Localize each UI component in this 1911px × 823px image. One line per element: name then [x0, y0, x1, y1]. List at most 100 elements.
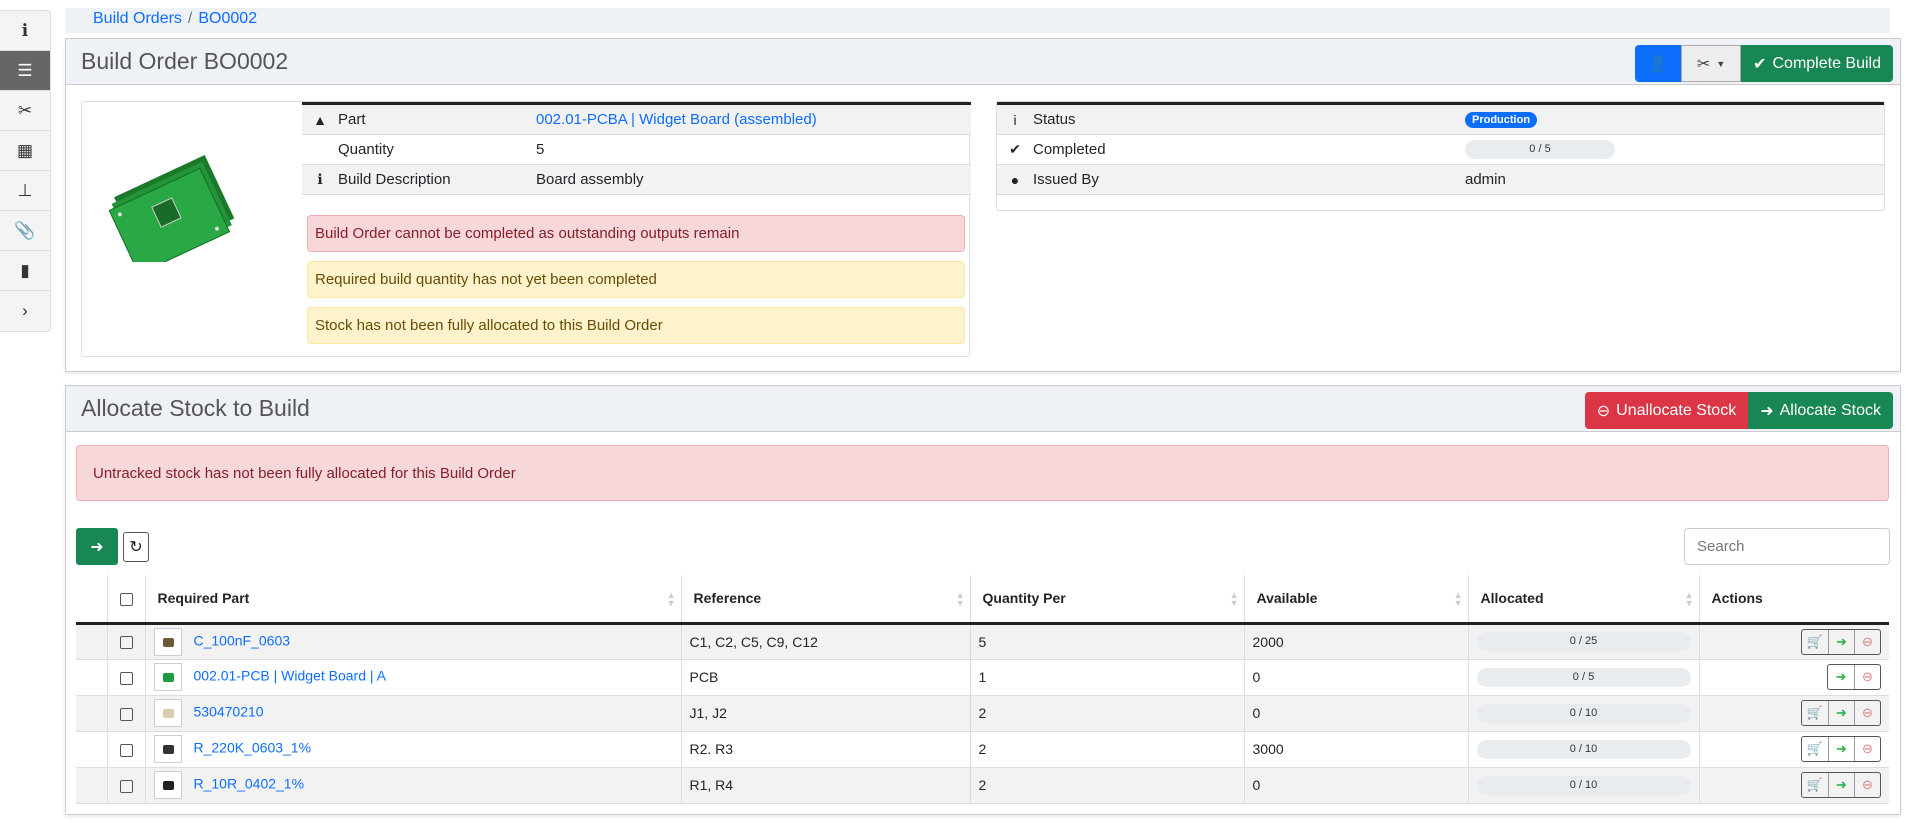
sign-in-icon: ➜	[1760, 402, 1774, 420]
allocate-label: Allocate Stock	[1779, 401, 1881, 419]
part-link[interactable]: 002.01-PCB | Widget Board | A	[193, 667, 387, 684]
column-allocated[interactable]: Allocated ▲ ▼	[1467, 575, 1699, 625]
page-title: Build Order BO0002	[81, 48, 289, 74]
detail-row: ▲ Part 002.01-PCBA | Widget Board (assembl…	[302, 105, 971, 135]
sidebar-item-tools[interactable]: ✂	[0, 91, 50, 131]
part-link[interactable]: 530470210	[193, 703, 264, 720]
allocate-selected-button[interactable]: ➜	[76, 528, 118, 565]
options-dropdown-button[interactable]: ✂ ▼	[1681, 45, 1742, 82]
paperclip-icon: 📎	[14, 220, 36, 240]
search-input[interactable]	[1684, 528, 1890, 565]
list-check-icon: ☰	[17, 60, 33, 80]
refresh-button[interactable]: ↻	[123, 532, 149, 562]
part-image	[104, 152, 249, 275]
part-cell: C_100nF_0603	[144, 623, 681, 660]
expand-cell	[76, 623, 107, 660]
actions-cell: 🛒 ➜ ⊖	[1698, 623, 1889, 660]
detail-row: ℹ Build Description Board assembly	[302, 165, 971, 195]
breadcrumb-build-orders[interactable]: Build Orders	[93, 10, 182, 27]
sort-icon: ▲ ▼	[666, 590, 676, 608]
allocate-row-button[interactable]: ➜	[1828, 701, 1854, 725]
allocate-row-button[interactable]: ➜	[1828, 737, 1854, 761]
allocate-row-button[interactable]: ➜	[1835, 669, 1847, 684]
allocate-stock-button[interactable]: ➜ Allocate Stock	[1748, 392, 1893, 429]
allocate-row-button[interactable]: ➜	[1828, 773, 1854, 797]
actions-cell: 🛒 ➜ ⊖	[1698, 767, 1889, 804]
column-reference[interactable]: Reference ▲ ▼	[680, 575, 970, 625]
issue-user-button[interactable]: 👤	[1635, 45, 1682, 82]
allocate-row-button[interactable]: ➜	[1828, 629, 1854, 654]
part-link[interactable]: 002.01-PCBA | Widget Board (assembled)	[536, 111, 817, 128]
expand-cell	[76, 731, 107, 768]
sidebar: ℹ ☰ ✂ ▦ ⊥ 📎 ▮ ›	[0, 10, 51, 332]
part-link[interactable]: C_100nF_0603	[193, 632, 291, 649]
unallocate-label: Unallocate Stock	[1616, 401, 1737, 419]
order-cart-button[interactable]: 🛒	[1806, 705, 1824, 720]
order-cart-button[interactable]: 🛒	[1806, 741, 1824, 756]
sidebar-item-paperclip[interactable]: 📎	[0, 211, 50, 251]
unallocate-stock-button[interactable]: ⊖ Unallocate Stock	[1584, 392, 1749, 429]
completed-progress: 0 / 5	[1465, 140, 1615, 159]
row-checkbox[interactable]	[119, 636, 133, 650]
column-quantity-per[interactable]: Quantity Per ▲ ▼	[969, 575, 1244, 625]
status-row: i Status Production	[997, 105, 1884, 135]
warning-alert: Stock has not been fully allocated to th…	[307, 307, 965, 344]
column-label: Allocated	[1480, 590, 1544, 607]
row-checkbox[interactable]	[119, 743, 133, 757]
quantity-cell: 1	[969, 659, 1244, 696]
sort-icon: ▲ ▼	[1229, 590, 1239, 608]
order-cart-button[interactable]: 🛒	[1806, 633, 1824, 649]
unallocate-row-button[interactable]: ⊖	[1854, 629, 1880, 654]
sidebar-item-clipboard[interactable]: ▮	[0, 251, 50, 291]
sidebar-item-chevron-right[interactable]: ›	[0, 291, 50, 331]
detail-label: Quantity	[338, 141, 394, 158]
reference-cell: PCB	[680, 659, 970, 696]
unallocate-row-button[interactable]: ⊖	[1854, 773, 1880, 797]
sidebar-item-boxes[interactable]: ▦	[0, 131, 50, 171]
column-actions: Actions	[1698, 575, 1889, 625]
status-label: Issued By	[1033, 171, 1099, 188]
sidebar-item-info[interactable]: ℹ	[0, 11, 50, 51]
part-link[interactable]: R_220K_0603_1%	[193, 739, 312, 756]
column-label: Reference	[693, 590, 762, 607]
row-checkbox[interactable]	[119, 707, 133, 721]
column-label: Available	[1256, 590, 1318, 607]
part-link[interactable]: R_10R_0402_1%	[193, 775, 305, 792]
caret-down-icon: ▼	[1716, 58, 1726, 69]
order-cart-button[interactable]: 🛒	[1806, 777, 1824, 792]
part-cell: R_220K_0603_1%	[144, 731, 681, 768]
warning-alert: Required build quantity has not yet been…	[307, 261, 965, 298]
sidebar-item-list-check[interactable]: ☰	[0, 51, 50, 91]
unallocate-row-button[interactable]: ⊖	[1854, 701, 1880, 725]
untracked-alert: Untracked stock has not been fully alloc…	[76, 445, 1889, 501]
unallocate-row-button[interactable]: ⊖	[1854, 737, 1880, 761]
row-checkbox[interactable]	[119, 779, 133, 793]
build-order-panel: Build Order BO0002 👤 ✂ ▼ ✔ Complete Build …	[65, 38, 1901, 372]
row-checkbox[interactable]	[119, 671, 133, 685]
info-icon: i	[1013, 111, 1017, 128]
allocated-progress: 0 / 5	[1476, 667, 1691, 687]
select-all-checkbox[interactable]	[119, 593, 133, 607]
sidebar-item-sitemap[interactable]: ⊥	[0, 171, 50, 211]
column-available[interactable]: Available ▲ ▼	[1243, 575, 1468, 625]
column-required-part[interactable]: Required Part ▲ ▼	[144, 575, 681, 625]
complete-build-label: Complete Build	[1772, 54, 1882, 72]
clipboard-icon: ▮	[20, 260, 30, 280]
table-row: 002.01-PCB | Widget Board | A PCB 1 0 0 …	[76, 659, 1889, 696]
quantity-cell: 5	[969, 623, 1244, 660]
select-cell	[106, 659, 145, 696]
available-cell: 0	[1243, 695, 1468, 732]
user-shield-icon: 👤	[1648, 55, 1669, 73]
unallocate-row-button[interactable]: ⊖	[1854, 665, 1880, 689]
sign-in-icon: ➜	[90, 538, 104, 556]
actions-cell: 🛒 ➜ ⊖	[1698, 695, 1889, 732]
complete-build-button[interactable]: ✔ Complete Build	[1741, 45, 1893, 82]
quantity-cell: 2	[969, 695, 1244, 732]
check-circle-icon: ✔	[1753, 55, 1767, 73]
danger-alert: Build Order cannot be completed as outst…	[307, 215, 965, 252]
table-row: 530470210 J1, J2 2 0 0 / 10 🛒 ➜ ⊖	[76, 695, 1889, 732]
breadcrumb-current[interactable]: BO0002	[198, 10, 258, 27]
part-thumbnail	[153, 771, 182, 799]
part-thumbnail	[153, 663, 182, 691]
breadcrumb: Build Orders / BO0002	[65, 8, 1890, 33]
